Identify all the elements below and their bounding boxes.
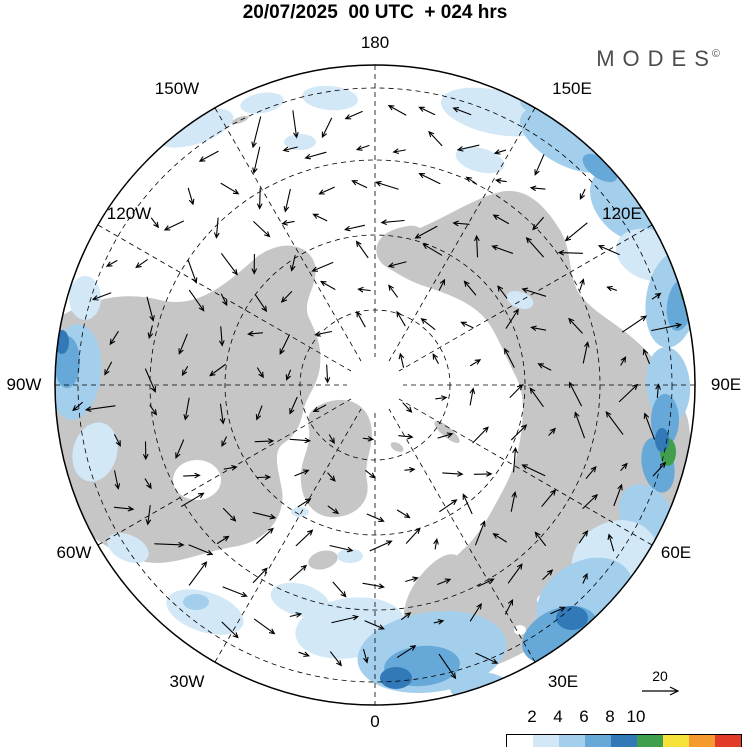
island-svalbard: [390, 442, 404, 452]
landmass-north-america: [55, 245, 321, 563]
meridian-label: 30W: [170, 672, 205, 691]
graticule: [55, 65, 695, 705]
meridian-label: 120W: [107, 204, 151, 223]
map-boundary: [54, 64, 696, 706]
meridian-label: 0: [370, 712, 379, 731]
page-title: 20/07/2025 00 UTC + 024 hrs: [242, 2, 508, 23]
meridian-label: 180: [361, 33, 389, 52]
colorbar-tick: 4: [553, 707, 563, 726]
landmass-greenland: [300, 399, 372, 518]
modes-logo: MODES©: [596, 46, 720, 72]
wind-arrow-glyphs: [72, 104, 683, 680]
colorbar: [506, 734, 742, 747]
reference-arrow: 20: [642, 668, 680, 696]
colorbar-segment: [689, 735, 715, 747]
colorbar-tick: 6: [579, 707, 589, 726]
colorbar-tick: 10: [626, 707, 646, 726]
meridian-label: 90W: [7, 375, 42, 394]
colorbar-segment: [559, 735, 585, 747]
meridian-label: 150E: [552, 79, 592, 98]
meridian-label: 60W: [57, 543, 92, 562]
meridian-label: 60E: [661, 543, 691, 562]
colorbar-segment: [611, 735, 637, 747]
colorbar-segment: [585, 735, 611, 747]
colorbar-segment: [507, 735, 533, 747]
colorbar-segment: [663, 735, 689, 747]
reference-arrow-glyph: [642, 686, 680, 696]
colorbar-segment: [533, 735, 559, 747]
meridian-label: 150W: [155, 79, 199, 98]
island-iceland: [308, 550, 338, 570]
modes-logo-text: MODES: [596, 46, 717, 71]
colorbar-segment: [715, 735, 741, 747]
colorbar-tick: 8: [605, 707, 615, 726]
meridian-labels: 180 150W 150E 120W 120E 90W 90E 60W 60E …: [7, 33, 742, 731]
copyright-icon: ©: [711, 48, 720, 60]
black-sea-water: [514, 625, 526, 635]
meridian-label: 90E: [711, 375, 741, 394]
meridian-label: 30E: [548, 672, 578, 691]
island-novaya-zemlya: [434, 421, 460, 443]
colorbar-tick-labels: 2 4 6 8 10: [506, 707, 742, 729]
colorbar-tick: 2: [527, 707, 537, 726]
meridian-lines: [55, 65, 695, 705]
hudson-bay-water: [173, 460, 221, 500]
meridian-label: 120E: [602, 204, 642, 223]
reference-arrow-value: 20: [652, 668, 668, 684]
colorbar-segment: [637, 735, 663, 747]
wind-arrows: [72, 104, 683, 680]
